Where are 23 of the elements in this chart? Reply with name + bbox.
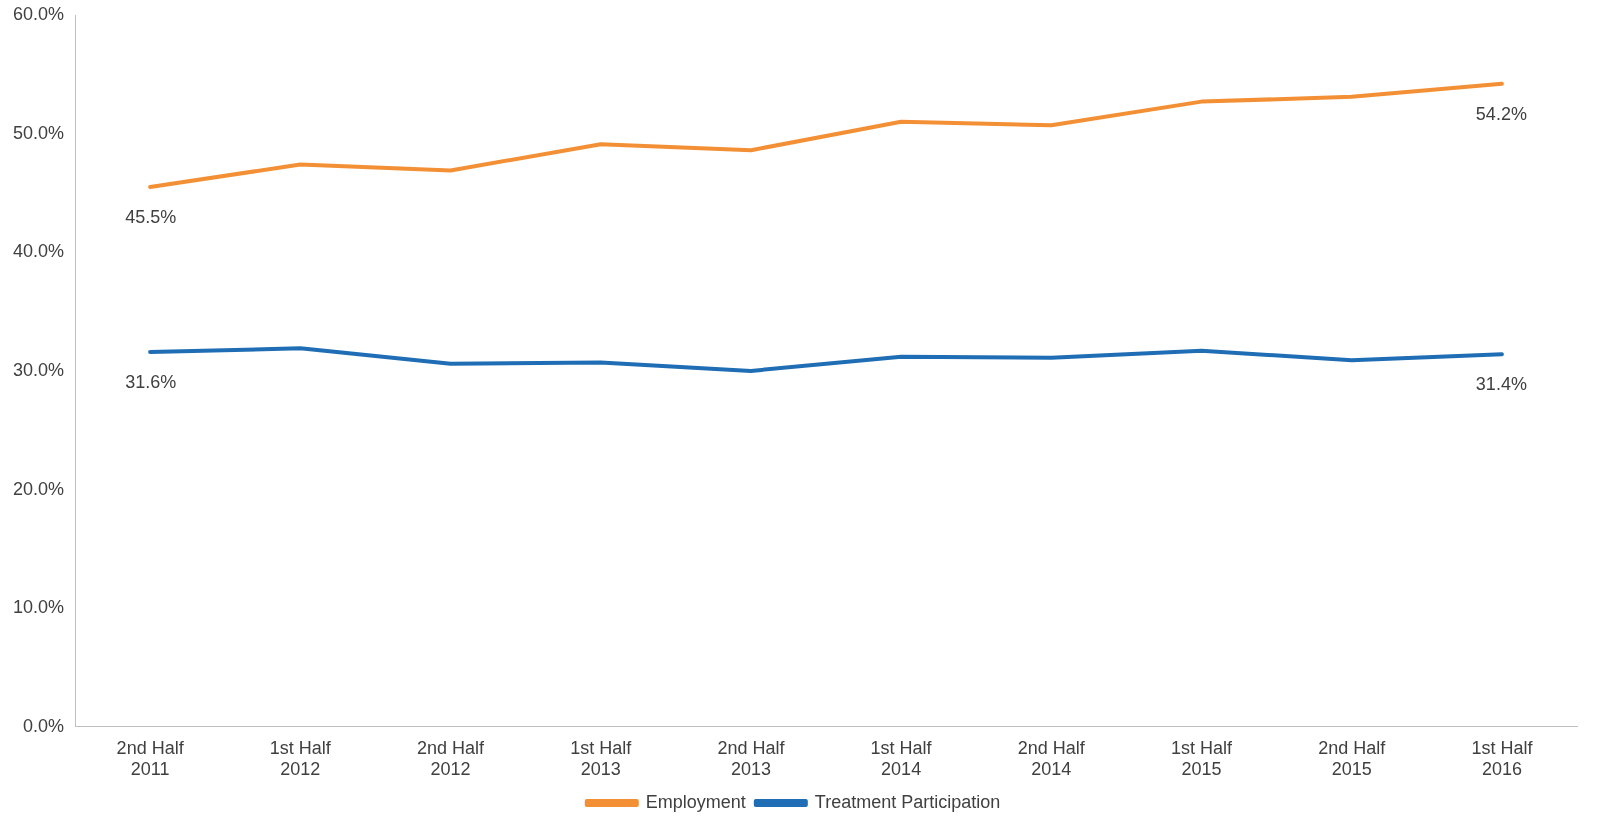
y-tick-label: 50.0% xyxy=(12,122,65,143)
y-tick-label: 10.0% xyxy=(12,597,65,618)
x-tick-label: 2nd Half 2013 xyxy=(717,737,786,780)
x-tick-label: 1st Half 2014 xyxy=(870,737,933,780)
x-tick-label: 1st Half 2016 xyxy=(1471,737,1534,780)
y-tick-label: 30.0% xyxy=(12,359,65,380)
x-tick-label: 2nd Half 2014 xyxy=(1017,737,1086,780)
x-tick-label: 2nd Half 2012 xyxy=(417,737,486,780)
legend-label: Treatment Participation xyxy=(814,791,1001,812)
data-label: 31.6% xyxy=(125,371,177,392)
y-tick-label: 40.0% xyxy=(12,241,65,262)
x-tick-label: 1st Half 2015 xyxy=(1170,737,1234,780)
legend-label: Employment xyxy=(645,791,746,812)
data-label: 54.2% xyxy=(1475,103,1527,124)
x-tick-label: 1st Half 2013 xyxy=(570,737,633,780)
data-label: 45.5% xyxy=(125,206,177,227)
data-label: 31.4% xyxy=(1475,374,1527,395)
y-tick-label: 60.0% xyxy=(12,3,65,24)
y-tick-label: 0.0% xyxy=(23,715,65,736)
x-tick-label: 2nd Half 2011 xyxy=(116,737,185,780)
x-tick-label: 1st Half 2012 xyxy=(269,737,332,780)
x-tick-label: 2nd Half 2015 xyxy=(1318,737,1387,780)
y-tick-label: 20.0% xyxy=(12,478,65,499)
